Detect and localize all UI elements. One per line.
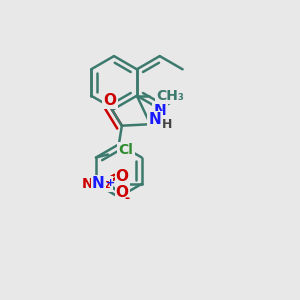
Text: H: H — [162, 118, 172, 131]
Text: N: N — [153, 103, 166, 118]
Text: O: O — [116, 185, 129, 200]
Text: NO₂: NO₂ — [82, 177, 112, 191]
Text: Cl: Cl — [118, 143, 134, 157]
Text: N: N — [148, 112, 161, 127]
Text: -: - — [125, 192, 130, 205]
Text: +: + — [106, 178, 115, 188]
Text: O: O — [116, 169, 129, 184]
Text: CH₃: CH₃ — [156, 89, 184, 103]
Text: O: O — [103, 93, 116, 108]
Text: N: N — [92, 176, 105, 191]
